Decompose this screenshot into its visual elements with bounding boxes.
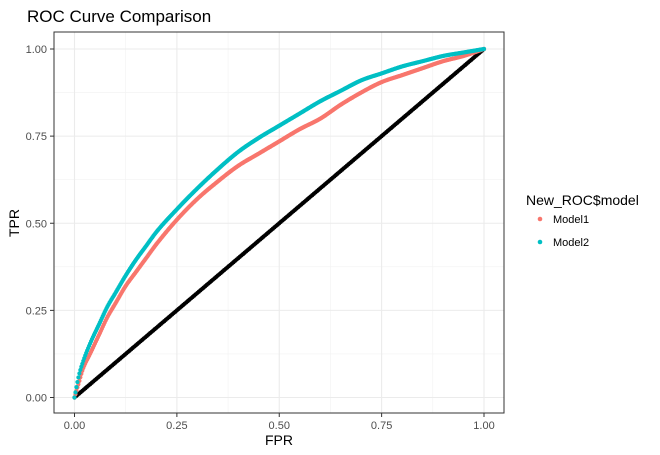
y-tick-label: 0.00 [26, 393, 47, 405]
data-point [78, 367, 83, 373]
x-tick-label: 1.00 [473, 420, 494, 432]
x-tick-label: 0.00 [64, 420, 85, 432]
y-tick-label: 0.75 [26, 131, 47, 143]
legend-title: New_ROC$model [526, 192, 639, 208]
legend-label: Model2 [553, 237, 589, 249]
x-axis-title: FPR [265, 432, 293, 448]
y-tick-label: 0.25 [26, 305, 47, 317]
grid-major [54, 32, 504, 413]
legend: New_ROC$model Model1 Model2 [526, 192, 639, 249]
data-point [77, 371, 82, 376]
y-tick-label: 1.00 [26, 44, 47, 56]
data-point [74, 385, 79, 390]
x-tick-label: 0.25 [166, 420, 187, 432]
legend-key [537, 216, 543, 222]
y-tick-label: 0.50 [26, 218, 47, 230]
legend-label: Model1 [553, 214, 589, 226]
series-model1 [72, 46, 487, 400]
data-point [72, 395, 77, 400]
y-axis-title: TPR [6, 209, 22, 237]
x-axis-ticks: 0.00 0.25 0.50 0.75 1.00 [64, 413, 495, 432]
data-point [73, 390, 78, 395]
data-point [481, 46, 487, 52]
legend-key [537, 239, 543, 245]
legend-item-model2: Model2 [537, 237, 589, 249]
x-tick-label: 0.50 [269, 420, 290, 432]
legend-item-model1: Model1 [537, 214, 589, 226]
x-tick-label: 0.75 [371, 420, 392, 432]
data-point [76, 375, 81, 380]
series-layer [72, 46, 487, 400]
y-axis-ticks: 0.00 0.25 0.50 0.75 1.00 [26, 44, 54, 405]
chart-title: ROC Curve Comparison [27, 7, 211, 26]
data-point [75, 379, 80, 385]
series-model2 [72, 46, 487, 400]
